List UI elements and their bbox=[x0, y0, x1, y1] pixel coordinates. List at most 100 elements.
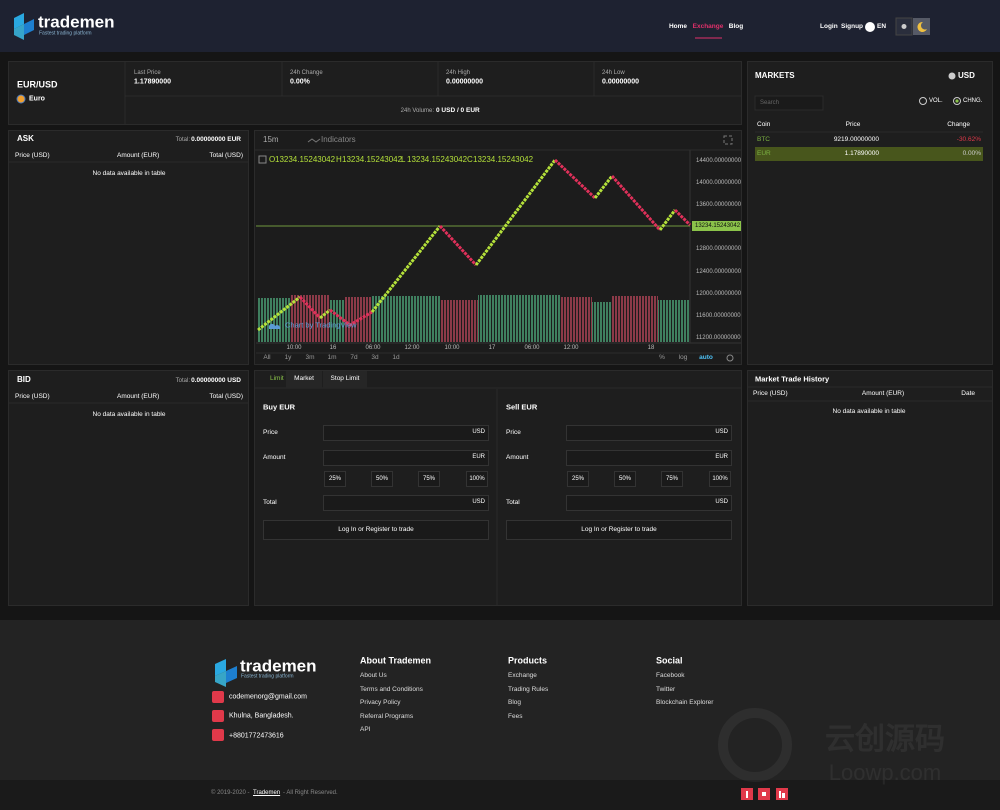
range-button[interactable]: 1d bbox=[392, 353, 400, 361]
percent-label[interactable]: 75% bbox=[422, 476, 436, 482]
collapse-icon[interactable] bbox=[258, 155, 267, 164]
scale-option[interactable]: % bbox=[659, 353, 665, 361]
input-price[interactable] bbox=[566, 425, 732, 441]
input-total[interactable] bbox=[566, 495, 732, 511]
percent-label[interactable]: 25% bbox=[328, 476, 342, 482]
footer-link[interactable]: API bbox=[360, 725, 371, 733]
indicators-button[interactable]: Indicators bbox=[321, 135, 356, 144]
footer-link[interactable]: Privacy Policy bbox=[360, 698, 401, 706]
column-header[interactable]: Date bbox=[961, 389, 975, 397]
field-label: Amount bbox=[263, 453, 286, 461]
nav-link[interactable]: Exchange bbox=[692, 22, 724, 30]
signup-link[interactable]: Signup bbox=[841, 22, 864, 30]
coin[interactable]: EUR bbox=[757, 149, 771, 157]
ticker-dividers bbox=[124, 62, 742, 124]
column-header[interactable]: Total (USD) bbox=[209, 392, 243, 400]
nav-link[interactable]: Blog bbox=[728, 22, 744, 30]
range-button[interactable]: 1m bbox=[327, 353, 337, 361]
input-price[interactable] bbox=[323, 425, 489, 441]
footer-link[interactable]: Facebook bbox=[656, 671, 685, 679]
interval-select[interactable]: 15m bbox=[263, 135, 279, 144]
percent-button[interactable] bbox=[324, 471, 346, 487]
percent-button[interactable] bbox=[661, 471, 683, 487]
tab[interactable]: Limit bbox=[270, 374, 284, 382]
column-header[interactable]: Price (USD) bbox=[15, 151, 50, 159]
search-placeholder[interactable]: Search bbox=[760, 100, 780, 106]
coin[interactable]: BTC bbox=[757, 135, 770, 143]
column-header[interactable]: Price (USD) bbox=[15, 392, 50, 400]
range-button[interactable]: 3d bbox=[371, 353, 379, 361]
percent-label[interactable]: 25% bbox=[571, 476, 585, 482]
column-header[interactable]: Coin bbox=[757, 120, 771, 128]
range-button[interactable]: 7d bbox=[350, 353, 358, 361]
change[interactable]: 0.00% bbox=[962, 149, 981, 157]
scale-option[interactable]: auto bbox=[699, 353, 713, 361]
input-amount[interactable] bbox=[566, 450, 732, 466]
price[interactable]: 9219.00000000 bbox=[833, 135, 879, 143]
tab-market[interactable] bbox=[286, 371, 322, 388]
copyright-link[interactable]: Trademen bbox=[253, 790, 281, 796]
column-header[interactable]: Price (USD) bbox=[753, 389, 788, 397]
percent-button[interactable] bbox=[709, 471, 731, 487]
column-header[interactable]: Amount (EUR) bbox=[117, 392, 160, 400]
tradingview-credit[interactable]: Chart by TradingView bbox=[285, 320, 357, 330]
currency-dropdown[interactable]: USD bbox=[958, 71, 975, 80]
watermark: Loowp.com bbox=[828, 760, 942, 785]
currency-icon bbox=[948, 72, 956, 80]
change[interactable]: -30.62% bbox=[956, 135, 981, 143]
percent-button[interactable] bbox=[614, 471, 636, 487]
fullscreen-icon[interactable] bbox=[723, 135, 733, 145]
range-button[interactable]: All bbox=[263, 353, 271, 361]
column-header[interactable]: Amount (EUR) bbox=[861, 389, 905, 397]
dark-theme[interactable] bbox=[913, 18, 930, 35]
search-box[interactable] bbox=[754, 95, 824, 111]
column-header[interactable]: Amount (EUR) bbox=[117, 151, 160, 159]
footer-link[interactable]: Fees bbox=[508, 712, 523, 720]
tab[interactable]: Stop Limit bbox=[330, 374, 360, 382]
footer-link[interactable]: About Us bbox=[360, 671, 387, 679]
footer-link[interactable]: Blog bbox=[508, 698, 522, 706]
language-select[interactable]: EN bbox=[877, 22, 887, 30]
column-header[interactable]: Price bbox=[845, 120, 861, 128]
submit-label[interactable]: Log In or Register to trade bbox=[581, 525, 657, 533]
percent-label[interactable]: 75% bbox=[665, 476, 679, 482]
footer-link[interactable]: Twitter bbox=[656, 685, 676, 693]
range-button[interactable]: 1y bbox=[284, 353, 292, 361]
radio-vol[interactable] bbox=[919, 97, 927, 105]
nav-link[interactable]: Home bbox=[668, 22, 688, 30]
input-total[interactable] bbox=[323, 495, 489, 511]
footer-link[interactable]: Referral Programs bbox=[360, 712, 414, 720]
footer-link[interactable]: Terms and Conditions bbox=[360, 685, 423, 693]
price-label: 12800.00000000 bbox=[696, 246, 742, 252]
tab[interactable]: Market bbox=[294, 374, 314, 382]
input-amount[interactable] bbox=[323, 450, 489, 466]
submit-label[interactable]: Log In or Register to trade bbox=[338, 525, 414, 533]
scale-option[interactable]: log bbox=[678, 353, 688, 361]
tab-stop-limit[interactable] bbox=[323, 371, 367, 388]
percent-button[interactable] bbox=[567, 471, 589, 487]
login-link[interactable]: Login bbox=[820, 22, 838, 30]
percent-label[interactable]: 50% bbox=[618, 476, 632, 482]
column-header[interactable]: Total (USD) bbox=[209, 151, 243, 159]
footer-link[interactable]: Trading Rules bbox=[508, 685, 549, 693]
percent-button[interactable] bbox=[466, 471, 488, 487]
column-header[interactable]: Change bbox=[947, 120, 970, 128]
range-button[interactable]: 3m bbox=[305, 353, 315, 361]
volume-label: 24h Volume: bbox=[400, 108, 434, 114]
price[interactable]: 1.17890000 bbox=[844, 149, 879, 157]
toggle-label[interactable]: CHNG. bbox=[963, 98, 983, 104]
radio-chng[interactable] bbox=[953, 97, 961, 105]
submit-button[interactable] bbox=[506, 520, 732, 540]
percent-label[interactable]: 100% bbox=[712, 476, 728, 482]
percent-label[interactable]: 50% bbox=[375, 476, 389, 482]
percent-label[interactable]: 100% bbox=[469, 476, 485, 482]
toggle-label[interactable]: VOL. bbox=[929, 98, 943, 104]
empty-message: No data available in table bbox=[832, 407, 906, 415]
footer-link[interactable]: Blockchain Explorer bbox=[656, 698, 714, 706]
percent-button[interactable] bbox=[371, 471, 393, 487]
footer-link[interactable]: Exchange bbox=[508, 671, 537, 679]
settings-icon[interactable] bbox=[726, 354, 734, 362]
submit-button[interactable] bbox=[263, 520, 489, 540]
percent-button[interactable] bbox=[418, 471, 440, 487]
selected-row[interactable] bbox=[755, 147, 983, 161]
